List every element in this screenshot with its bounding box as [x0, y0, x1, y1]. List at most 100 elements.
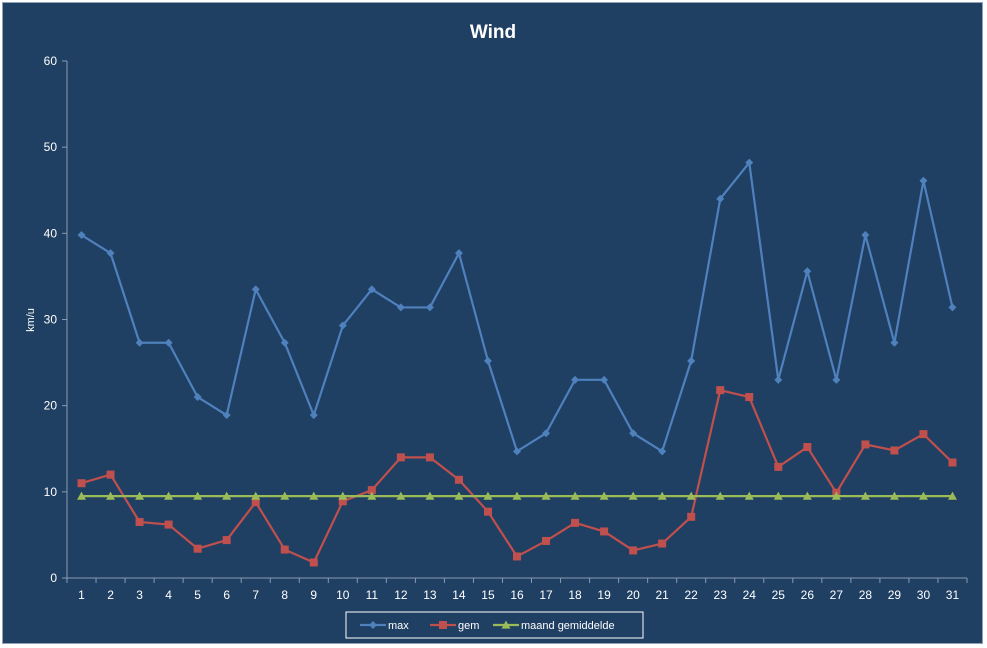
data-point — [918, 491, 928, 500]
data-point — [367, 486, 376, 495]
data-point — [251, 285, 260, 294]
x-tick-label: 17 — [539, 588, 553, 602]
data-point — [513, 552, 521, 561]
data-point — [657, 491, 667, 500]
data-point — [716, 194, 725, 203]
data-point — [309, 558, 318, 567]
data-point — [280, 491, 290, 500]
series-layer — [77, 158, 957, 567]
data-point — [425, 453, 434, 462]
data-point — [483, 491, 493, 500]
data-point — [773, 491, 783, 500]
x-tick-label: 12 — [394, 588, 408, 602]
data-point — [774, 462, 783, 471]
data-point — [367, 491, 377, 500]
data-point — [512, 491, 522, 500]
x-tick-label: 9 — [310, 588, 317, 602]
data-point — [396, 303, 405, 312]
data-point — [309, 411, 318, 420]
data-point — [745, 158, 754, 167]
data-point — [831, 491, 841, 500]
data-point — [513, 447, 521, 456]
data-point — [890, 446, 899, 455]
x-tick-label: 19 — [597, 588, 611, 602]
data-point — [599, 491, 609, 500]
data-point — [77, 491, 87, 500]
x-tick-label: 25 — [772, 588, 786, 602]
y-tick-label: 50 — [44, 140, 58, 154]
data-point — [280, 545, 289, 554]
data-point — [600, 375, 609, 384]
data-point — [483, 356, 492, 365]
data-point — [803, 443, 812, 452]
data-point — [222, 411, 231, 420]
data-point — [193, 491, 203, 500]
data-point — [541, 491, 551, 500]
data-point — [629, 429, 638, 438]
y-tick-label: 30 — [44, 313, 58, 327]
data-point — [861, 231, 870, 240]
chart-title: Wind — [470, 22, 516, 43]
data-point — [280, 338, 289, 347]
data-point — [860, 491, 870, 500]
data-point — [686, 491, 696, 500]
data-point — [542, 536, 551, 545]
y-tick-label: 60 — [44, 54, 58, 68]
data-point — [542, 429, 551, 438]
x-tick-label: 3 — [136, 588, 143, 602]
x-tick-label: 30 — [917, 588, 931, 602]
legend-marker — [439, 621, 447, 629]
data-point — [106, 491, 116, 500]
series-gem — [77, 386, 957, 567]
y-tick-label: 10 — [44, 485, 58, 499]
legend-label: maand gemiddelde — [521, 620, 615, 632]
data-point — [367, 285, 376, 294]
legend: max gem maand gemiddelde — [345, 611, 644, 639]
data-point — [628, 491, 638, 500]
x-tick-label: 5 — [194, 588, 201, 602]
x-tick-label: 18 — [568, 588, 582, 602]
legend-item: max — [360, 620, 409, 632]
data-point — [164, 491, 174, 500]
data-point — [338, 321, 347, 330]
data-point — [338, 497, 347, 506]
x-tick-label: 29 — [888, 588, 902, 602]
x-tick-label: 20 — [626, 588, 640, 602]
x-tick-label: 31 — [946, 588, 960, 602]
legend-marker — [501, 620, 511, 629]
x-tick-label: 23 — [714, 588, 728, 602]
x-tick-label: 21 — [655, 588, 669, 602]
x-tick-label: 8 — [281, 588, 288, 602]
legend-item: maand gemiddelde — [493, 620, 615, 632]
x-tick-label: 10 — [336, 588, 350, 602]
x-tick-label: 6 — [223, 588, 230, 602]
data-point — [629, 546, 638, 555]
data-point — [774, 375, 783, 384]
y-axis-label: km/u — [25, 308, 37, 332]
y-tick-label: 40 — [44, 226, 58, 240]
data-point — [222, 491, 232, 500]
x-tick-label: 26 — [801, 588, 815, 602]
data-point — [744, 491, 754, 500]
data-point — [135, 338, 144, 347]
data-point — [658, 447, 667, 456]
x-tick-label: 2 — [107, 588, 114, 602]
x-tick-label: 11 — [366, 588, 379, 602]
legend-box — [345, 611, 644, 639]
data-point — [571, 518, 580, 527]
data-point — [571, 375, 580, 384]
x-tick-label: 27 — [830, 588, 844, 602]
data-point — [135, 517, 144, 526]
data-point — [948, 303, 957, 312]
x-tick-label: 4 — [165, 588, 172, 602]
x-tick-label: 1 — [78, 588, 85, 602]
data-point — [251, 491, 261, 500]
data-point — [947, 491, 957, 500]
data-point — [309, 491, 319, 500]
y-tick-label: 0 — [50, 571, 57, 585]
legend-marker — [369, 621, 377, 629]
legend-label: gem — [458, 620, 479, 632]
data-point — [687, 356, 696, 365]
